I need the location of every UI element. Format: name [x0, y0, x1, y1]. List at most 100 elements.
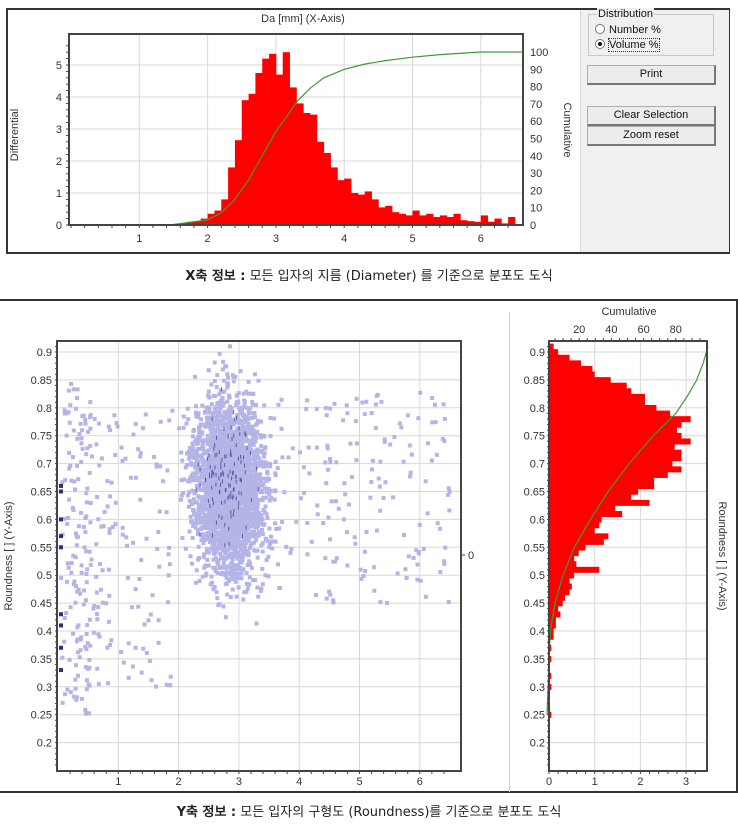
- svg-text:5: 5: [56, 60, 62, 72]
- svg-text:2: 2: [637, 776, 643, 788]
- svg-text:0.9: 0.9: [37, 347, 52, 359]
- svg-text:1: 1: [115, 776, 121, 788]
- svg-text:0.2: 0.2: [37, 738, 52, 750]
- svg-text:4: 4: [341, 233, 347, 245]
- svg-text:0.6: 0.6: [530, 514, 545, 526]
- svg-text:60: 60: [637, 324, 649, 336]
- svg-text:5: 5: [409, 233, 415, 245]
- radio-number-percent[interactable]: Number %: [595, 24, 661, 37]
- svg-text:10: 10: [530, 203, 542, 215]
- svg-text:0.8: 0.8: [530, 403, 545, 415]
- svg-text:0.7: 0.7: [37, 459, 52, 471]
- svg-text:0.35: 0.35: [31, 654, 52, 666]
- svg-text:6: 6: [478, 233, 484, 245]
- scatter-right-tick: 0: [468, 550, 474, 562]
- svg-text:0.9: 0.9: [530, 347, 545, 359]
- roundness-histogram-chart[interactable]: Cumulative Roundness [ ] (Y-Axis) 0 1 2 3 20…: [511, 301, 736, 791]
- svg-text:0.5: 0.5: [530, 570, 545, 582]
- cumulative-line: [70, 51, 522, 226]
- roundness-bars: [549, 343, 691, 718]
- svg-text:20: 20: [530, 185, 542, 197]
- top-chart-title: Da [mm] (X-Axis): [261, 13, 345, 25]
- svg-text:50: 50: [530, 134, 542, 146]
- svg-text:0.7: 0.7: [530, 459, 545, 471]
- svg-text:3: 3: [683, 776, 689, 788]
- print-button[interactable]: Print: [587, 65, 716, 85]
- hist-axes: 0 1 2 3 20 40 60 80 0.2 0.25 0.3 0.35 0.4 0.45 0.5 0.55…: [524, 324, 708, 788]
- svg-text:0.8: 0.8: [37, 403, 52, 415]
- scatter-points: [59, 344, 452, 716]
- svg-text:0.85: 0.85: [524, 375, 545, 387]
- svg-text:0.85: 0.85: [31, 375, 52, 387]
- svg-text:0.35: 0.35: [524, 654, 545, 666]
- bottom-chart-window: [0, 299, 738, 793]
- zoom-reset-button[interactable]: Zoom reset: [587, 126, 716, 146]
- caption-y-axis-info: Y축 정보 : 모든 입자의 구형도 (Roundness)를 기준으로 분포도…: [0, 801, 738, 820]
- radio-number-label: Number %: [609, 24, 661, 36]
- svg-text:0.45: 0.45: [31, 598, 52, 610]
- svg-text:5: 5: [356, 776, 362, 788]
- hist-cumulative-label: Cumulative: [601, 306, 656, 318]
- svg-text:0: 0: [530, 220, 536, 232]
- svg-text:0.2: 0.2: [530, 738, 545, 750]
- svg-text:0.25: 0.25: [31, 710, 52, 722]
- svg-text:2: 2: [205, 233, 211, 245]
- panel-divider: [509, 312, 510, 792]
- svg-text:4: 4: [296, 776, 302, 788]
- radio-unselected-icon: [595, 24, 605, 34]
- differential-bars: [173, 52, 516, 226]
- differential-axis-label: Differential: [9, 109, 21, 161]
- svg-text:40: 40: [605, 324, 617, 336]
- svg-text:80: 80: [670, 324, 682, 336]
- svg-text:0.65: 0.65: [524, 487, 545, 499]
- caption-x-axis-info: X축 정보 : 모든 입자의 지름 (Diameter) 를 기준으로 분포도 …: [0, 265, 738, 284]
- caption-y-text: 모든 입자의 구형도 (Roundness)를 기준으로 분포도 도식: [236, 805, 562, 820]
- svg-text:0.55: 0.55: [524, 542, 545, 554]
- radio-selected-icon: [595, 39, 605, 49]
- svg-text:1: 1: [136, 233, 142, 245]
- svg-text:0.25: 0.25: [524, 710, 545, 722]
- hist-roundness-axis-label: Roundness [ ] (Y-Axis): [716, 501, 728, 610]
- cumulative-axis-label: Cumulative: [561, 102, 573, 157]
- caption-y-bold: Y축 정보 :: [176, 805, 237, 820]
- svg-text:0.3: 0.3: [37, 682, 52, 694]
- svg-text:0.4: 0.4: [530, 626, 545, 638]
- caption-x-text: 모든 입자의 지름 (Diameter) 를 기준으로 분포도 도식: [245, 269, 553, 284]
- svg-text:0.75: 0.75: [31, 431, 52, 443]
- svg-text:0.3: 0.3: [530, 682, 545, 694]
- svg-text:0.4: 0.4: [37, 626, 52, 638]
- roundness-scatter-chart[interactable]: Roundness [ ] (Y-Axis) 1 2 3 4 5 6 0.2 0.25 0.3 0…: [0, 301, 508, 791]
- scatter-axes: 1 2 3 4 5 6 0.2 0.25 0.3 0.35 0.4 0.45 0.5 0.55 0.6 0.6…: [31, 340, 465, 788]
- top-histogram-chart[interactable]: Da [mm] (X-Axis) Differential Cumulative…: [8, 10, 580, 252]
- radio-volume-percent[interactable]: Volume %: [595, 38, 660, 52]
- clear-selection-button[interactable]: Clear Selection: [587, 106, 716, 126]
- svg-text:90: 90: [530, 64, 542, 76]
- svg-text:40: 40: [530, 151, 542, 163]
- svg-text:0.6: 0.6: [37, 514, 52, 526]
- hist-cumulative-line: [546, 346, 709, 715]
- svg-text:2: 2: [176, 776, 182, 788]
- distribution-group-title: Distribution: [597, 8, 655, 20]
- svg-text:0: 0: [546, 776, 552, 788]
- svg-text:100: 100: [530, 47, 548, 59]
- svg-text:70: 70: [530, 99, 542, 111]
- svg-text:20: 20: [573, 324, 585, 336]
- svg-text:30: 30: [530, 168, 542, 180]
- distribution-group: Distribution Number % Volume %: [588, 8, 714, 56]
- scatter-y-axis-label: Roundness [ ] (Y-Axis): [3, 501, 15, 610]
- svg-text:3: 3: [273, 233, 279, 245]
- svg-text:80: 80: [530, 82, 542, 94]
- svg-text:0.65: 0.65: [31, 487, 52, 499]
- svg-text:1: 1: [56, 188, 62, 200]
- svg-text:0.55: 0.55: [31, 542, 52, 554]
- svg-text:0: 0: [56, 220, 62, 232]
- caption-x-bold: X축 정보 :: [185, 269, 246, 284]
- svg-text:6: 6: [417, 776, 423, 788]
- svg-text:0.45: 0.45: [524, 598, 545, 610]
- radio-volume-label: Volume %: [608, 38, 660, 52]
- svg-text:1: 1: [592, 776, 598, 788]
- svg-text:2: 2: [56, 156, 62, 168]
- svg-text:3: 3: [236, 776, 242, 788]
- svg-text:0.5: 0.5: [37, 570, 52, 582]
